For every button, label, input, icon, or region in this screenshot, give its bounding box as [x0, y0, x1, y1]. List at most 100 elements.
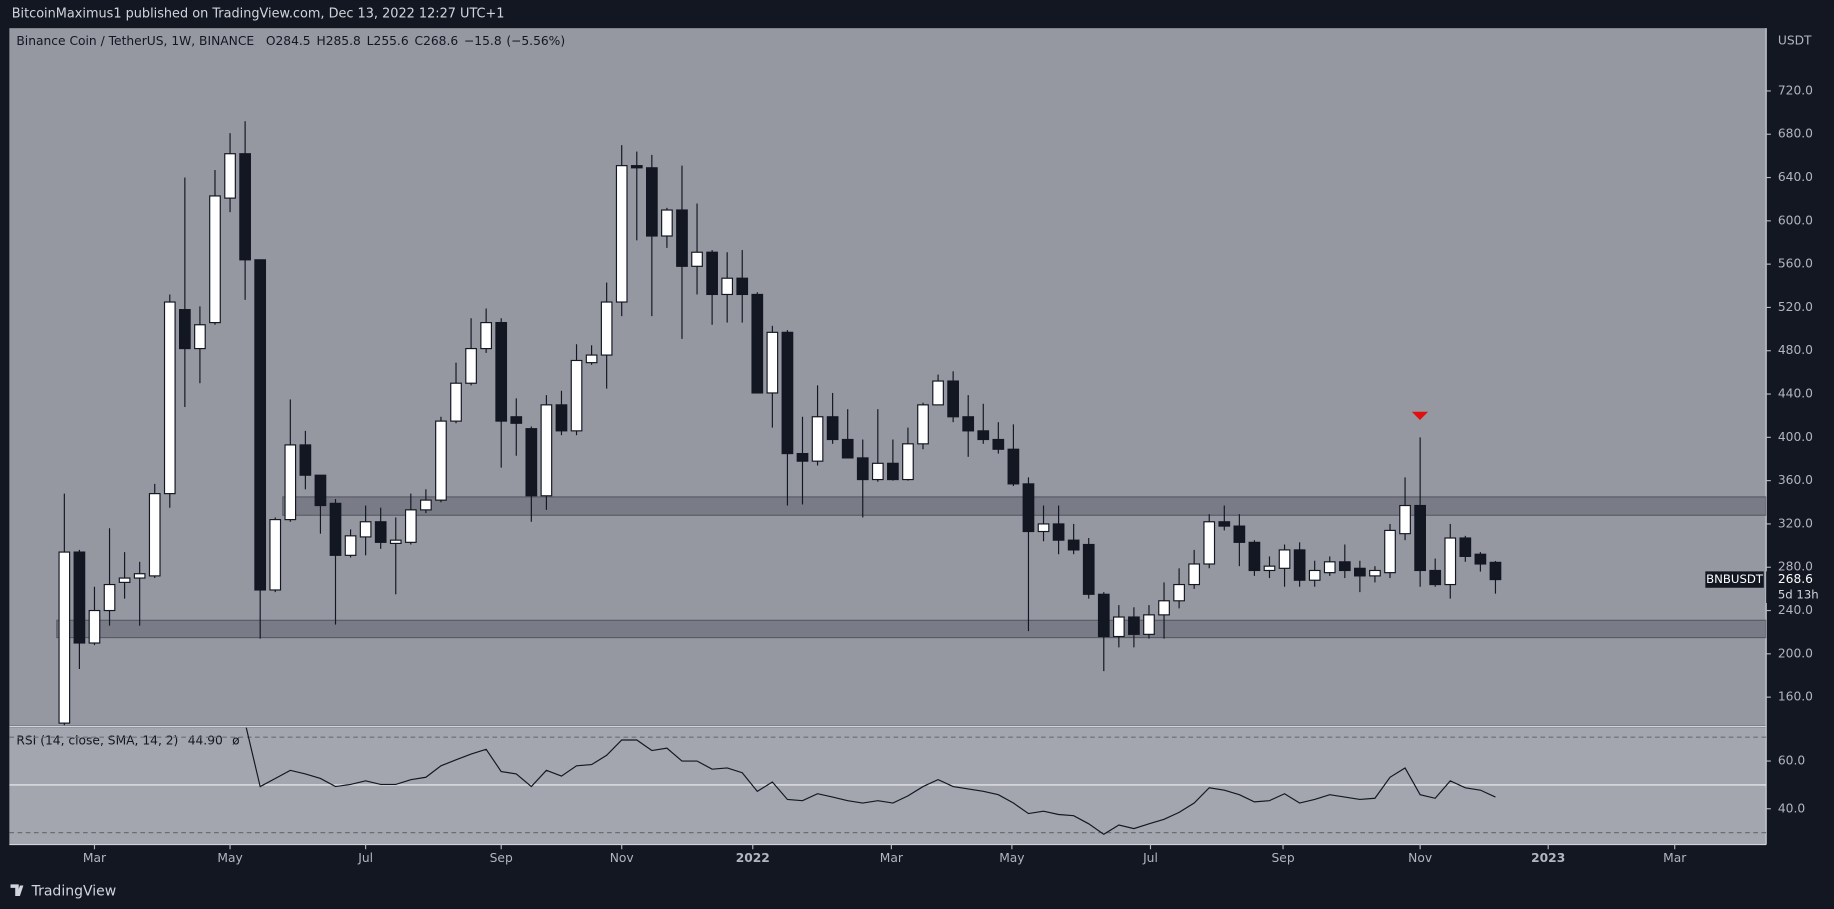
- ohlc-key: O: [266, 34, 276, 48]
- y-tick-label: 560.0: [1778, 257, 1813, 271]
- candle-body: [435, 420, 447, 501]
- candle-body: [58, 551, 71, 724]
- candle-body: [178, 309, 191, 350]
- candle-body: [706, 251, 718, 296]
- candle-body: [1218, 521, 1231, 527]
- candle-body: [1037, 523, 1050, 533]
- candle-body: [1082, 543, 1095, 595]
- x-tick-label: Nov: [610, 851, 634, 865]
- candle-body: [389, 539, 402, 545]
- candle-body: [751, 293, 764, 394]
- candle-body: [1203, 521, 1216, 565]
- candle-body: [1278, 549, 1291, 569]
- candle-body: [1158, 600, 1170, 616]
- candle-body: [344, 535, 357, 556]
- candle-body: [480, 322, 493, 350]
- x-tick-label: May: [217, 851, 242, 865]
- candle-body: [796, 452, 809, 462]
- candle-body: [841, 438, 854, 459]
- logo-mark: [10, 884, 24, 897]
- last-price: 268.6: [1778, 572, 1813, 586]
- candle-body: [917, 404, 929, 445]
- x-tick-label: Jul: [357, 851, 373, 865]
- candle-body: [1052, 523, 1065, 541]
- x-tick-label: Jul: [1142, 851, 1158, 865]
- candle-body: [254, 259, 267, 591]
- y-tick-label: 680.0: [1778, 127, 1813, 141]
- rsi-legend: RSI (14, close, SMA, 14, 2) 44.90 ø: [16, 733, 240, 747]
- candle-body: [1293, 549, 1306, 581]
- candle-body: [1474, 553, 1487, 565]
- y-tick-label: 440.0: [1778, 387, 1813, 401]
- ohlc-value: 284.5: [275, 34, 310, 48]
- candle-body: [1097, 593, 1110, 638]
- y-tick-label: 40.0: [1778, 801, 1805, 815]
- candle-body: [465, 347, 477, 384]
- candle-body: [992, 438, 1005, 450]
- ohlc-value: 268.6: [423, 34, 458, 48]
- candle-body: [826, 416, 839, 441]
- x-tick-label: Sep: [1271, 851, 1294, 865]
- rsi-pane: [9, 727, 1767, 845]
- candle-body: [540, 404, 553, 497]
- ohlc-key: C: [414, 34, 423, 48]
- candle-body: [314, 474, 327, 507]
- symbol-legend: Binance Coin / TetherUS, 1W, BINANCE O284…: [16, 34, 565, 48]
- candle-body: [781, 331, 794, 455]
- currency: USDT: [1778, 34, 1812, 48]
- candle-body: [766, 331, 779, 394]
- candle-body: [329, 502, 342, 556]
- candle-body: [1429, 569, 1442, 586]
- candle-body: [645, 167, 658, 237]
- candle-body: [676, 209, 688, 267]
- candle-body: [1248, 541, 1261, 572]
- x-tick-label: Mar: [880, 851, 904, 865]
- candle-body: [495, 322, 508, 422]
- x-tick-label: Nov: [1408, 851, 1432, 865]
- signal-arrow: [1411, 411, 1429, 420]
- change-value: −15.8: [464, 34, 502, 48]
- symbol-tag-box: [1705, 571, 1764, 588]
- candle-body: [1112, 616, 1125, 638]
- rsi-line: [245, 727, 1496, 836]
- countdown: 5d 13h: [1778, 587, 1819, 601]
- candle-body: [359, 521, 372, 538]
- candle-body: [1444, 537, 1457, 586]
- candle-body: [856, 457, 869, 481]
- y-tick-label: 520.0: [1778, 300, 1813, 314]
- rsi-value: 44.90: [188, 733, 223, 747]
- candle-body: [163, 301, 176, 495]
- candle-body: [1173, 583, 1185, 602]
- candle-body: [1022, 483, 1035, 533]
- candle-body: [133, 573, 146, 579]
- candle-body: [284, 444, 297, 521]
- y-tick-label: 360.0: [1778, 473, 1813, 487]
- candle-body: [404, 509, 417, 543]
- candle-body: [194, 324, 206, 350]
- candle-body: [1128, 616, 1140, 635]
- candle-body: [224, 153, 236, 199]
- candle-body: [721, 277, 734, 296]
- rsi-title: RSI (14, close, SMA, 14, 2): [16, 733, 178, 747]
- candle-body: [118, 577, 131, 583]
- candle-body: [239, 153, 251, 261]
- y-tick-label: 200.0: [1778, 646, 1813, 660]
- candle-body: [209, 195, 221, 324]
- brand: TradingView: [31, 883, 117, 899]
- candle-body: [1369, 569, 1381, 577]
- rsi-extra: ø: [232, 733, 240, 747]
- candle-body: [374, 521, 387, 543]
- y-tick-label: 640.0: [1778, 170, 1813, 184]
- footer-logo: [10, 884, 24, 897]
- rsi-plot: [9, 727, 1767, 836]
- candle-body: [570, 359, 583, 432]
- candle-body: [902, 443, 914, 481]
- price-pane: [9, 28, 1767, 726]
- candle-body: [1143, 614, 1155, 635]
- candle-body: [510, 416, 523, 424]
- x-tick-label: 2023: [1531, 851, 1565, 865]
- price-zone: [56, 619, 1767, 639]
- y-tick-label: 400.0: [1778, 430, 1813, 444]
- candle-body: [736, 277, 749, 296]
